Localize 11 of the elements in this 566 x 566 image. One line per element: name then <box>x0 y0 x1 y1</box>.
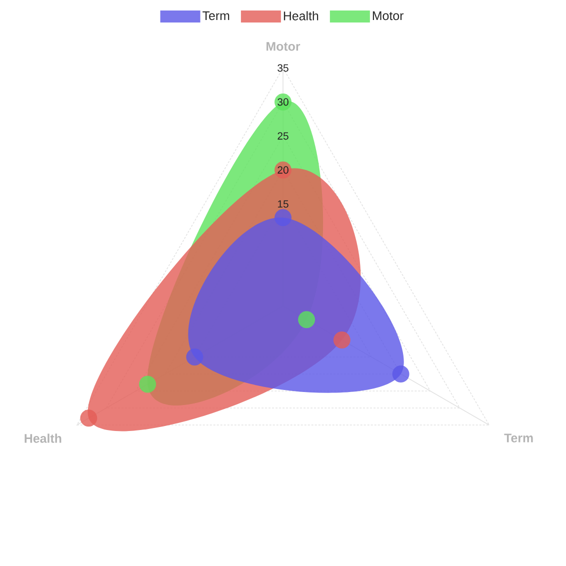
y-tick-label: 30 <box>278 98 288 106</box>
y-tick-label: 35 <box>278 64 288 72</box>
spoke-label: Health <box>24 434 62 443</box>
legend-label: Motor <box>372 11 404 20</box>
y-tick-label: 20 <box>278 166 288 174</box>
y-tick-label: 15 <box>278 200 288 208</box>
y-tick-label: 25 <box>278 132 288 140</box>
legend-label: Term <box>202 11 230 20</box>
spoke-label: Term <box>504 434 533 442</box>
spoke-label: Motor <box>266 42 300 51</box>
legend-label: Health <box>284 11 318 20</box>
